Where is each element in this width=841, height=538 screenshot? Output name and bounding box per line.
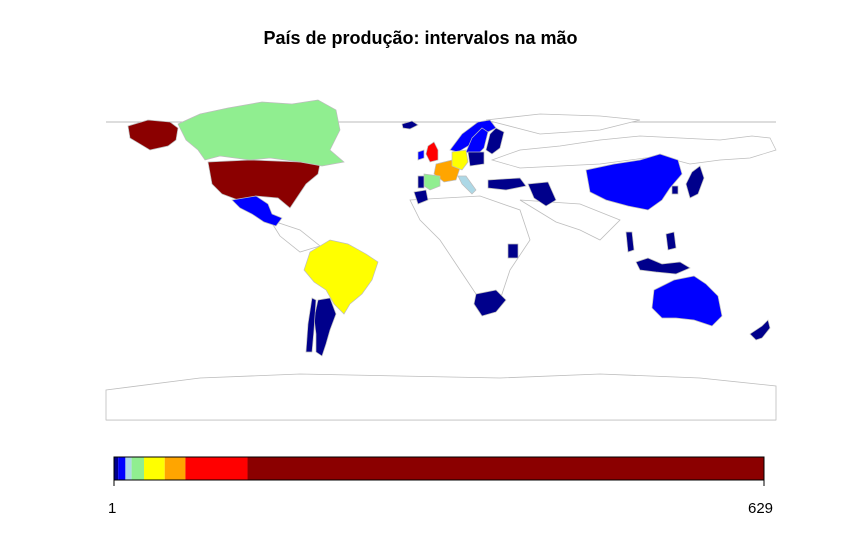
background-landmass [485,113,641,135]
chart-title: País de produção: intervalos na mão [263,28,578,48]
region-portugal [417,175,425,189]
region-australia [651,275,723,327]
region-united-kingdom [425,141,439,163]
background-landmass [105,373,777,421]
region-brazil [303,239,379,315]
map-layer [105,99,777,421]
region-mexico [231,195,283,227]
legend-bin-1 [118,457,126,480]
legend-bin-6 [185,457,248,480]
region-united-states [207,159,321,209]
legend-bin-4 [144,457,165,480]
region-south-africa [473,289,507,317]
region-morocco [413,189,429,205]
region-iceland [401,120,419,130]
legend-border [113,456,765,481]
region-poland [467,151,485,167]
region-philippines [665,231,677,251]
region-new-zealand [749,319,771,341]
region-greenland [127,119,179,151]
legend-bin-7 [247,457,764,480]
region-japan [685,165,705,199]
region-iran [527,181,557,207]
region-thailand [625,231,635,253]
region-indonesia [635,257,691,275]
region-italy [457,175,477,195]
legend-bin-2 [125,457,132,480]
region-chile [305,297,317,353]
region-south-korea [671,185,679,195]
legend-bin-3 [131,457,145,480]
region-spain [423,173,441,191]
region-argentina [313,297,337,357]
region-germany [451,149,469,171]
legend-min-label: 1 [108,500,117,517]
region-finland [485,127,505,155]
region-ireland [417,149,425,161]
legend-max-label: 629 [748,500,774,517]
legend-bin-0 [114,457,119,480]
background-landmass [519,199,621,241]
legend-bin-5 [164,457,186,480]
region-china [585,153,683,211]
region-turkey [487,177,527,191]
region-canada [177,99,345,167]
region-russia [490,135,777,169]
region-kenya [507,243,519,259]
background-landmass [269,219,321,253]
color-legend [113,456,765,486]
